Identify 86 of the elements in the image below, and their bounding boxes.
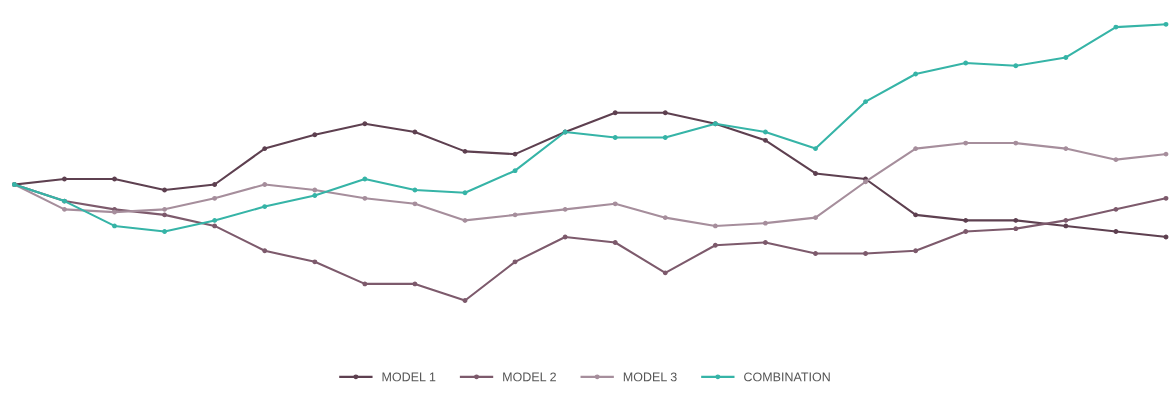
point: [162, 206, 168, 212]
point: [963, 229, 969, 234]
point: [662, 270, 668, 276]
point: [312, 193, 318, 198]
point: [1013, 226, 1019, 232]
point: [262, 146, 268, 152]
point: [262, 204, 268, 210]
point: [62, 206, 67, 212]
point: [1163, 151, 1169, 157]
legend-label: COMBINATION: [744, 372, 830, 382]
point: [562, 206, 568, 212]
point: [813, 146, 818, 152]
point: [1113, 157, 1119, 163]
point: [1063, 223, 1069, 229]
point: [212, 195, 218, 201]
point: [612, 135, 618, 140]
point: [262, 182, 268, 187]
point: [362, 281, 368, 287]
point: [712, 242, 718, 248]
point: [762, 240, 768, 245]
point: [1063, 55, 1069, 60]
point: [762, 137, 768, 143]
point: [462, 298, 468, 303]
point: [963, 140, 969, 146]
point: [762, 220, 768, 226]
point: [512, 259, 518, 265]
point: [1013, 140, 1019, 146]
point: [412, 187, 418, 193]
point: [1113, 206, 1119, 212]
legend-label: MODEL 2: [503, 372, 556, 382]
point: [262, 248, 268, 254]
point: [512, 168, 518, 174]
point: [212, 182, 218, 187]
point: [462, 190, 468, 196]
point: [662, 110, 668, 116]
point: [412, 129, 418, 135]
point: [813, 215, 818, 221]
point: [562, 234, 568, 240]
point: [1113, 24, 1119, 30]
point: [1063, 146, 1069, 152]
point: [462, 217, 468, 223]
point: [1013, 217, 1019, 223]
point: [162, 187, 168, 193]
point: [612, 240, 618, 245]
point: [913, 248, 919, 254]
point: [1113, 229, 1119, 234]
point: [913, 212, 919, 218]
point: [662, 215, 668, 221]
point: [412, 201, 418, 207]
point: [1163, 234, 1169, 240]
point: [312, 187, 318, 193]
legend-label: MODEL 1: [382, 372, 436, 382]
point: [913, 71, 919, 77]
point: [362, 195, 368, 201]
point: [662, 135, 668, 140]
point: [462, 148, 468, 154]
point: [1013, 63, 1019, 69]
point: [813, 171, 818, 176]
point: [212, 217, 218, 223]
point: [212, 223, 218, 229]
point: [1163, 195, 1169, 201]
point: [863, 99, 869, 105]
point: [612, 201, 618, 207]
point: [362, 121, 368, 127]
point: [963, 217, 969, 223]
point: [162, 229, 168, 234]
point: [963, 60, 969, 66]
point: [612, 110, 618, 116]
point: [762, 129, 768, 135]
point: [312, 259, 318, 265]
point: [312, 132, 318, 138]
point: [712, 223, 718, 229]
point: [512, 151, 518, 157]
point: [112, 223, 117, 229]
point: [62, 176, 67, 182]
point: [1163, 21, 1169, 27]
legend-label: MODEL 3: [623, 372, 677, 382]
point: [112, 176, 117, 182]
point: [512, 212, 518, 218]
point: [1063, 217, 1069, 223]
point: [813, 251, 818, 256]
point: [412, 281, 418, 287]
point: [913, 146, 919, 152]
point: [362, 176, 368, 182]
point: [162, 212, 168, 218]
point: [863, 251, 869, 256]
